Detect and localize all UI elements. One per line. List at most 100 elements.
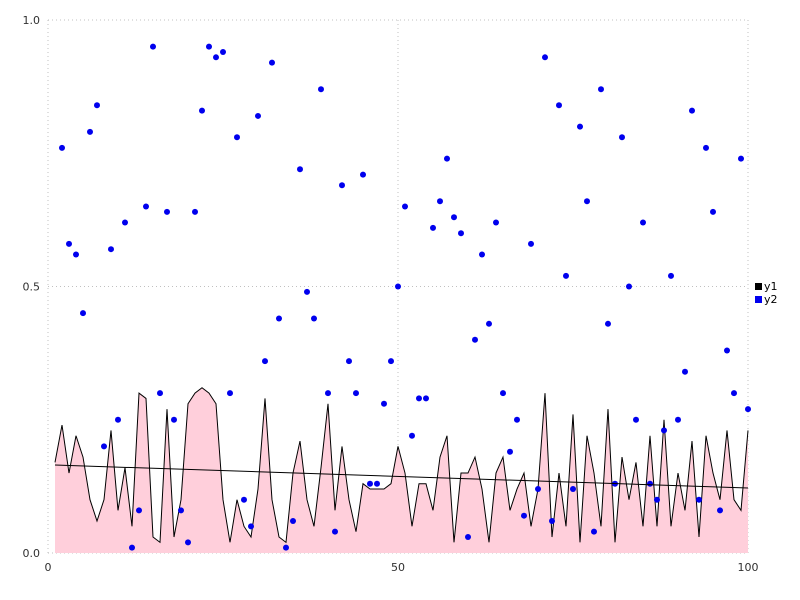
- scatter-point-y2: [696, 496, 702, 503]
- scatter-point-y2: [458, 230, 464, 237]
- scatter-point-y2: [556, 102, 562, 109]
- scatter-point-y2: [605, 320, 611, 327]
- scatter-point-y2: [640, 219, 646, 226]
- scatter-point-y2: [570, 486, 576, 493]
- scatter-point-y2: [339, 182, 345, 189]
- legend-item-y2: y2: [755, 293, 778, 306]
- scatter-point-y2: [738, 155, 744, 162]
- scatter-point-y2: [115, 416, 121, 423]
- scatter-point-y2: [241, 496, 247, 503]
- scatter-point-y2: [563, 272, 569, 279]
- scatter-point-y2: [157, 390, 163, 397]
- scatter-point-y2: [192, 208, 198, 215]
- scatter-point-y2: [346, 358, 352, 365]
- scatter-point-y2: [584, 198, 590, 205]
- scatter-point-y2: [164, 208, 170, 215]
- scatter-point-y2: [507, 448, 513, 455]
- scatter-point-y2: [143, 203, 149, 210]
- scatter-point-y2: [374, 480, 380, 487]
- scatter-point-y2: [689, 107, 695, 114]
- scatter-point-y2: [248, 523, 254, 530]
- trend-line: [54, 464, 749, 489]
- scatter-point-y2: [661, 427, 667, 434]
- y-tick-label: 0.5: [23, 281, 41, 294]
- scatter-point-y2: [94, 102, 100, 109]
- scatter-point-y2: [437, 198, 443, 205]
- scatter-point-y2: [171, 416, 177, 423]
- scatter-point-y2: [122, 219, 128, 226]
- scatter-point-y2: [724, 347, 730, 354]
- scatter-point-y2: [73, 251, 79, 258]
- scatter-point-y2: [521, 512, 527, 519]
- legend: y1 y2: [755, 280, 778, 306]
- scatter-point-y2: [549, 518, 555, 525]
- legend-item-y1: y1: [755, 280, 778, 293]
- scatter-point-y2: [647, 480, 653, 487]
- legend-swatch-y2: [755, 296, 762, 303]
- scatter-point-y2: [402, 203, 408, 210]
- scatter-point-y2: [395, 283, 401, 290]
- legend-label-y2: y2: [764, 293, 778, 306]
- scatter-point-y2: [185, 539, 191, 546]
- scatter-point-y2: [717, 507, 723, 514]
- scatter-point-y2: [472, 336, 478, 343]
- scatter-point-y2: [633, 416, 639, 423]
- area-series-y1: [55, 387, 748, 553]
- scatter-point-y2: [500, 390, 506, 397]
- scatter-point-y2: [668, 272, 674, 279]
- scatter-point-y2: [227, 390, 233, 397]
- scatter-point-y2: [220, 48, 226, 55]
- x-tick-label: 0: [45, 561, 52, 574]
- scatter-point-y2: [486, 320, 492, 327]
- scatter-point-y2: [619, 134, 625, 141]
- scatter-point-y2: [451, 214, 457, 221]
- scatter-point-y2: [444, 155, 450, 162]
- scatter-point-y2: [465, 534, 471, 541]
- scatter-point-y2: [528, 240, 534, 247]
- scatter-point-y2: [591, 528, 597, 535]
- scatter-point-y2: [234, 134, 240, 141]
- scatter-point-y2: [150, 43, 156, 50]
- y-tick-label: 1.0: [23, 14, 41, 27]
- legend-swatch-y1: [755, 283, 762, 290]
- scatter-point-y2: [598, 86, 604, 93]
- scatter-point-y2: [255, 112, 261, 119]
- scatter-point-y2: [269, 59, 275, 66]
- scatter-point-y2: [388, 358, 394, 365]
- scatter-point-y2: [409, 432, 415, 439]
- scatter-point-y2: [654, 496, 660, 503]
- scatter-point-y2: [479, 251, 485, 258]
- scatter-point-y2: [304, 288, 310, 295]
- scatter-point-y2: [367, 480, 373, 487]
- scatter-point-y2: [262, 358, 268, 365]
- scatter-point-y2: [199, 107, 205, 114]
- scatter-point-y2: [276, 315, 282, 322]
- scatter-point-y2: [59, 144, 65, 151]
- scatter-point-y2: [710, 208, 716, 215]
- scatter-point-y2: [66, 240, 72, 247]
- scatter-point-y2: [577, 123, 583, 130]
- scatter-point-y2: [675, 416, 681, 423]
- scatter-point-y2: [514, 416, 520, 423]
- scatter-point-y2: [178, 507, 184, 514]
- scatter-point-y2: [318, 86, 324, 93]
- scatter-point-y2: [430, 224, 436, 231]
- scatter-point-y2: [129, 544, 135, 551]
- scatter-point-y2: [535, 486, 541, 493]
- scatter-point-y2: [360, 171, 366, 178]
- scatter-point-y2: [493, 219, 499, 226]
- scatter-point-y2: [87, 128, 93, 135]
- scatter-point-y2: [416, 395, 422, 402]
- scatter-point-y2: [745, 406, 751, 413]
- scatter-point-y2: [703, 144, 709, 151]
- area-outline-y1: [54, 387, 749, 544]
- scatter-point-y2: [542, 54, 548, 61]
- scatter-point-y2: [101, 443, 107, 450]
- scatter-point-y2: [626, 283, 632, 290]
- scatter-point-y2: [290, 518, 296, 525]
- scatter-point-y2: [213, 54, 219, 61]
- scatter-point-y2: [80, 310, 86, 317]
- scatter-point-y2: [108, 246, 114, 253]
- scatter-point-y2: [311, 315, 317, 322]
